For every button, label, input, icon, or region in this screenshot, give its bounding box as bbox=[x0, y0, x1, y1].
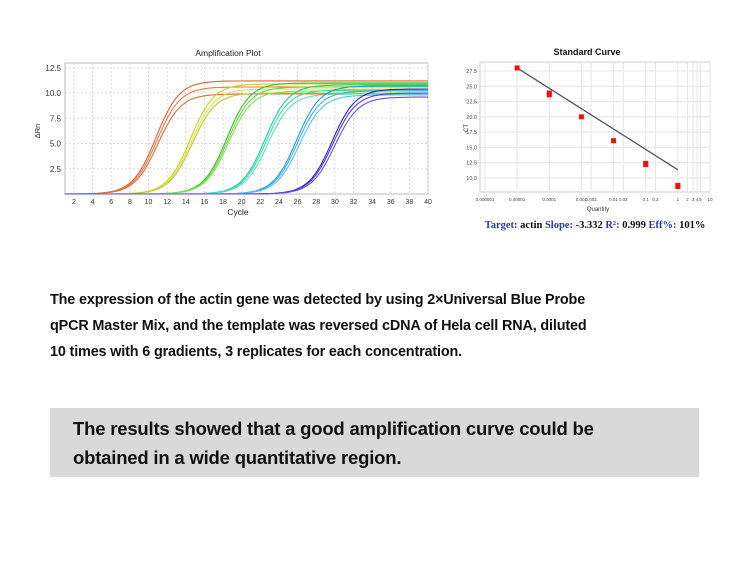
slope-label: Slope: bbox=[545, 220, 573, 231]
y-axis-label: CT bbox=[464, 124, 470, 132]
y-tick-label: 12.5 bbox=[466, 161, 477, 167]
y-tick-label: 10.0 bbox=[45, 89, 61, 98]
amplification-curve bbox=[64, 80, 428, 195]
data-point bbox=[578, 114, 584, 120]
highlight-line: obtained in a wide quantitative region. bbox=[73, 447, 402, 468]
result-highlight-box: The results showed that a good amplifica… bbox=[50, 408, 699, 477]
x-tick-label: 34 bbox=[368, 199, 376, 206]
y-tick-label: 5.0 bbox=[50, 140, 62, 149]
y-tick-label: 25.0 bbox=[466, 84, 477, 90]
x-tick-label: 0.2 bbox=[652, 197, 659, 202]
x-tick-label: 30 bbox=[331, 199, 339, 206]
target-value: actin bbox=[518, 220, 545, 231]
x-tick-label: 0.0001 bbox=[542, 197, 556, 202]
data-point bbox=[675, 184, 681, 190]
chart-title: Standard Curve bbox=[553, 47, 620, 57]
y-tick-label: 20.0 bbox=[466, 115, 477, 121]
x-tick-label: 14 bbox=[182, 199, 190, 206]
plot-area bbox=[479, 61, 711, 193]
standard-curve-caption: Target: actin Slope: -3.332 R²: 0.999 Ef… bbox=[485, 220, 706, 231]
x-tick-label: 16 bbox=[201, 199, 209, 206]
y-tick-label: 7.5 bbox=[50, 114, 62, 123]
paragraph-line: 10 times with 6 gradients, 3 replicates … bbox=[50, 344, 463, 360]
chart-title: Amplification Plot bbox=[195, 48, 261, 58]
x-tick-label: 0.001 bbox=[576, 197, 588, 202]
x-axis-label: Cycle bbox=[227, 207, 249, 217]
x-tick-label: 4 bbox=[696, 197, 699, 202]
x-tick-label: 2 bbox=[686, 197, 689, 202]
fit-line bbox=[516, 67, 679, 171]
x-tick-label: 6 bbox=[109, 199, 113, 206]
y-tick-label: 2.5 bbox=[50, 165, 62, 174]
x-tick-label: 18 bbox=[219, 199, 227, 206]
amplification-plot: 2 4 6 8 10 12 14 16 18 20 22 24 26 28 30 32 34 36 38 402.55… bbox=[33, 48, 432, 217]
slope-value: -3.332 bbox=[573, 220, 605, 231]
x-tick-label: 3 bbox=[692, 197, 695, 202]
x-tick-label: 1 bbox=[677, 197, 680, 202]
x-tick-label: 20 bbox=[238, 199, 246, 206]
x-tick-label: 12 bbox=[163, 199, 171, 206]
y-tick-label: 15.0 bbox=[466, 145, 477, 151]
x-tick-label: 0.000001 bbox=[476, 197, 495, 202]
r2-value: 0.999 bbox=[620, 220, 649, 231]
x-tick-label: 22 bbox=[256, 199, 264, 206]
x-axis-label: Quantity bbox=[587, 207, 609, 213]
y-tick-label: 10.0 bbox=[466, 176, 477, 182]
x-tick-label: 0.00001 bbox=[509, 197, 526, 202]
data-point bbox=[643, 162, 649, 168]
y-axis-label: ΔRn bbox=[33, 124, 42, 139]
x-tick-label: 8 bbox=[128, 199, 132, 206]
target-label: Target: bbox=[485, 220, 518, 231]
x-tick-label: 0.1 bbox=[643, 197, 650, 202]
highlight-line: The results showed that a good amplifica… bbox=[73, 418, 594, 439]
x-tick-label: 2 bbox=[72, 199, 76, 206]
y-tick-label: 27.5 bbox=[466, 69, 477, 75]
eff-value: 101% bbox=[676, 220, 705, 231]
x-tick-label: 4 bbox=[91, 199, 95, 206]
x-tick-label: 0.02 bbox=[619, 197, 628, 202]
description-paragraph: The expression of the actin gene was det… bbox=[50, 287, 587, 365]
x-tick-label: 0.01 bbox=[609, 197, 618, 202]
x-tick-label: 40 bbox=[424, 199, 432, 206]
charts-canvas: 2 4 6 8 10 12 14 16 18 20 22 24 26 28 30 32 34 36 38 402.55… bbox=[33, 47, 713, 231]
x-tick-label: 36 bbox=[387, 199, 395, 206]
y-tick-label: 22.5 bbox=[466, 100, 477, 106]
data-point bbox=[514, 65, 520, 71]
y-tick-label: 17.5 bbox=[466, 130, 477, 136]
x-tick-label: 10 bbox=[707, 197, 713, 202]
y-tick-label: 12.5 bbox=[45, 64, 61, 73]
x-tick-label: 0.002 bbox=[585, 197, 597, 202]
x-tick-label: 26 bbox=[294, 199, 302, 206]
data-point bbox=[611, 138, 617, 144]
amplification-curve bbox=[64, 96, 428, 195]
x-tick-label: 10 bbox=[145, 199, 153, 206]
x-tick-label: 32 bbox=[350, 199, 358, 206]
x-tick-label: 28 bbox=[312, 199, 320, 206]
x-tick-label: 38 bbox=[405, 199, 413, 206]
x-tick-label: 24 bbox=[275, 199, 283, 206]
r2-label: R²: bbox=[605, 220, 619, 231]
eff-label: Eff%: bbox=[648, 220, 676, 231]
x-tick-label: 5 bbox=[699, 197, 702, 202]
paragraph-line: The expression of the actin gene was det… bbox=[50, 292, 586, 308]
data-point bbox=[546, 92, 552, 98]
paragraph-line: qPCR Master Mix, and the template was re… bbox=[50, 318, 587, 334]
